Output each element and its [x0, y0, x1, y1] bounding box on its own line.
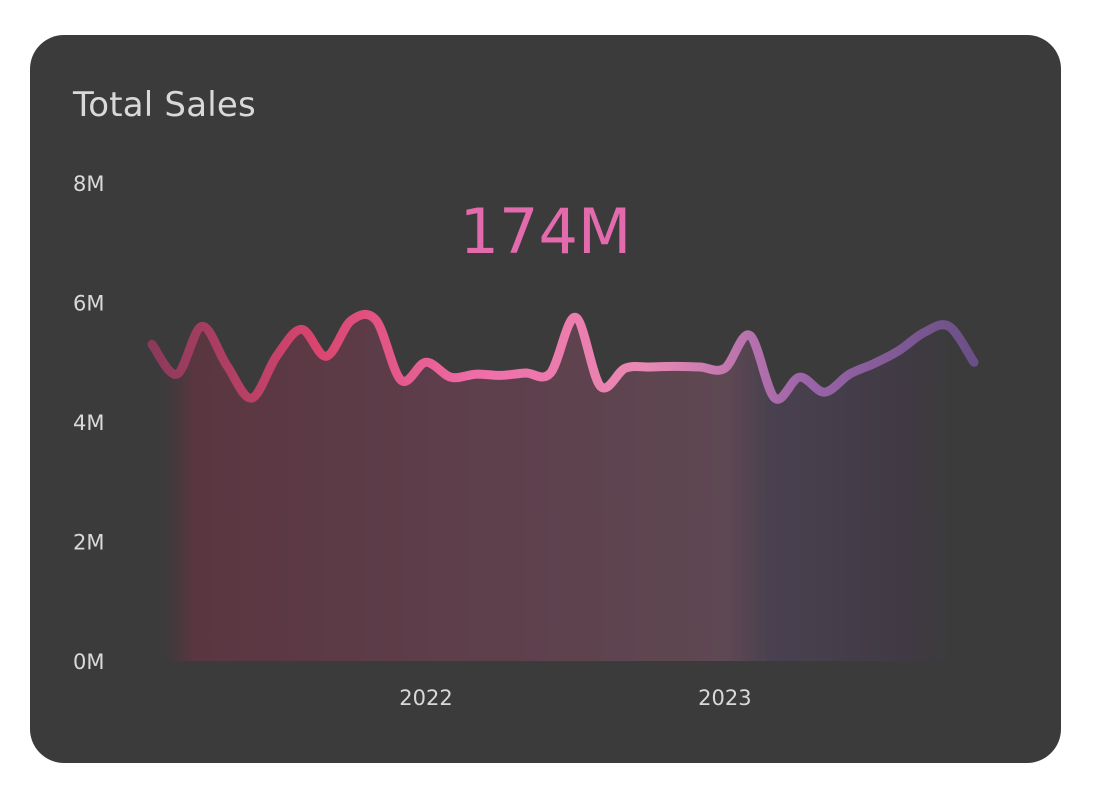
sales-point [149, 341, 155, 347]
y-tick-label: 8M [73, 172, 104, 196]
sales-area-fill [152, 314, 974, 661]
sales-point [896, 347, 902, 353]
card-title: Total Sales [73, 85, 256, 125]
sales-point [199, 323, 205, 329]
sales-area-chart: 0M 2M 4M 6M 8M 2022 2023 [73, 172, 979, 710]
x-tick-label: 2022 [399, 686, 452, 710]
sales-point [946, 323, 952, 329]
sales-point [797, 374, 803, 380]
sales-point [971, 359, 977, 365]
sales-point [423, 359, 429, 365]
sales-point [498, 372, 504, 378]
sales-point [622, 365, 628, 371]
sales-point [548, 370, 554, 376]
y-tick-label: 2M [73, 531, 104, 555]
sales-point [448, 374, 454, 380]
sales-point [299, 326, 305, 332]
sales-point [597, 383, 603, 389]
x-tick-label: 2023 [698, 686, 751, 710]
sales-point [722, 365, 728, 371]
kpi-value: 174M [459, 195, 632, 268]
sales-point [473, 371, 479, 377]
sales-point [573, 314, 579, 320]
y-tick-label: 4M [73, 411, 104, 435]
sales-point [871, 360, 877, 366]
total-sales-card: Total Sales 0M 2M 4M 6M 8M 2022 2023 174M [30, 35, 1061, 763]
sales-line [147, 309, 979, 404]
sales-point [274, 353, 280, 359]
sales-point [348, 317, 354, 323]
sales-point [323, 353, 329, 359]
sales-point [847, 371, 853, 377]
sales-point [822, 389, 828, 395]
sales-point [921, 329, 927, 335]
sales-point [672, 363, 678, 369]
sales-point [747, 332, 753, 338]
sales-point [647, 364, 653, 370]
sales-point [174, 371, 180, 377]
sales-point [249, 395, 255, 401]
sales-point [697, 364, 703, 370]
y-tick-label: 6M [73, 292, 104, 316]
sales-point [772, 395, 778, 401]
sales-point [398, 377, 404, 383]
sales-point [224, 362, 230, 368]
sales-point [523, 370, 529, 376]
sales-point [373, 317, 379, 323]
y-tick-label: 0M [73, 650, 104, 674]
